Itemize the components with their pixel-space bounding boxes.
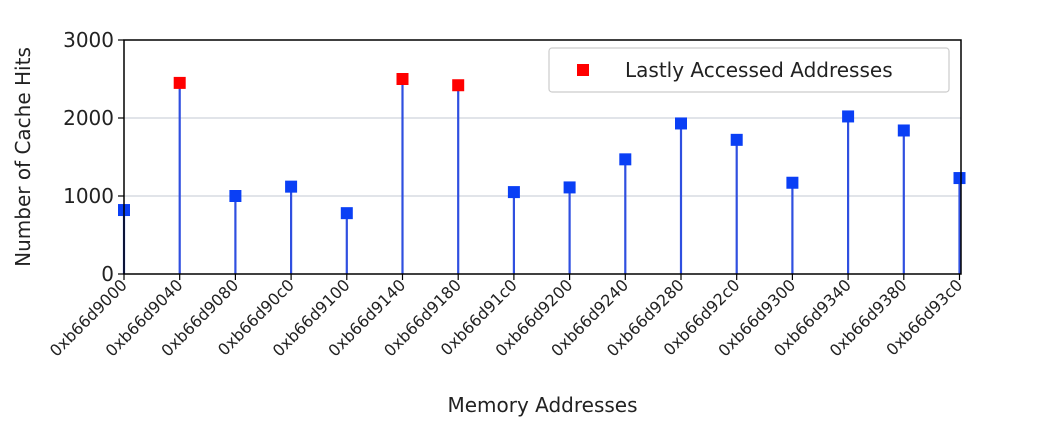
y-tick-label: 0 (101, 262, 114, 286)
data-marker (507, 186, 520, 199)
data-marker (229, 190, 242, 202)
y-tick-label: 1000 (63, 184, 114, 208)
highlighted-marker (396, 73, 409, 85)
data-marker (340, 207, 353, 220)
x-ticks: 0xb66d90000xb66d90400xb66d90800xb66d90c0… (46, 274, 966, 360)
data-marker (786, 176, 799, 189)
highlighted-marker (173, 76, 186, 89)
data-marker (675, 117, 687, 130)
legend-marker (577, 64, 589, 76)
plot-frame (123, 39, 962, 275)
data-marker (897, 124, 910, 137)
y-ticks: 0 1000 2000 3000 (63, 28, 124, 286)
markers (118, 73, 966, 220)
stems (122, 79, 961, 274)
data-marker (563, 181, 576, 194)
data-marker (730, 133, 743, 146)
y-tick-label: 3000 (63, 28, 114, 52)
y-axis-title: Number of Cache Hits (11, 47, 35, 267)
data-marker (285, 180, 298, 193)
grid-lines (124, 117, 961, 197)
data-marker (619, 153, 632, 166)
x-axis-title: Memory Addresses (447, 393, 637, 417)
highlighted-marker (452, 79, 465, 92)
legend-label: Lastly Accessed Addresses (625, 58, 893, 82)
data-marker (953, 172, 966, 185)
legend-box (548, 47, 950, 93)
y-tick-label: 2000 (63, 106, 114, 130)
data-marker (842, 110, 855, 123)
legend: Lastly Accessed Addresses (548, 47, 950, 93)
